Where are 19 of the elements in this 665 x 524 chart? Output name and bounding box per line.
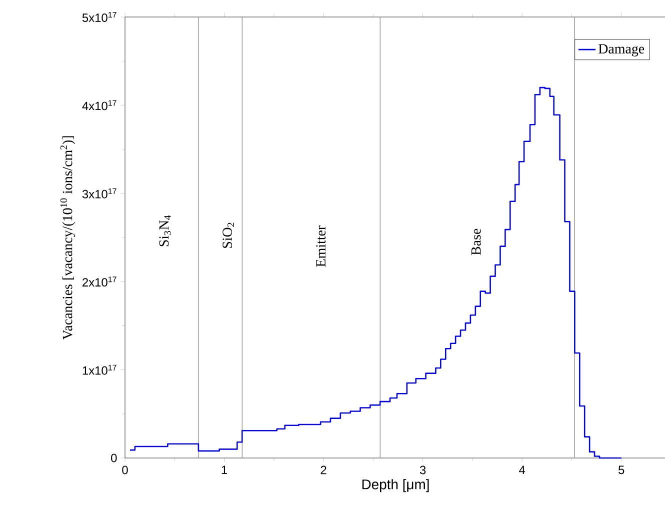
y-tick-label: 3x10$^{17}$ [82, 188, 116, 198]
y-tick-label: 0 [111, 454, 117, 462]
y-axis-title: Vacancies [vacancy/(10$^{10}$ ions/cm$^{2}$)] [60, 136, 76, 340]
x-tick-label: 5 [618, 466, 624, 474]
annotation: Base [471, 228, 481, 256]
y-tick-label: 1x10$^{17}$ [82, 364, 116, 375]
annotation: Si$_{3}$N$_{4}$ [159, 215, 171, 246]
annotation: Emitter [316, 226, 326, 267]
x-tick-label: 0 [122, 466, 128, 474]
x-tick-label: 3 [420, 466, 426, 474]
y-tick-label: 2x10$^{17}$ [82, 276, 116, 287]
legend-label: Damage [598, 44, 644, 56]
x-axis-title: Depth [μm] [362, 479, 429, 492]
x-tick-label: 1 [222, 466, 228, 474]
y-tick-label: 5x10$^{17}$ [82, 12, 116, 22]
x-tick-label: 2 [320, 466, 326, 474]
y-tick-label: 4x10$^{17}$ [82, 100, 116, 110]
x-tick-label: 4 [519, 466, 526, 474]
annotation: SiO$_{2}$ [222, 222, 234, 248]
